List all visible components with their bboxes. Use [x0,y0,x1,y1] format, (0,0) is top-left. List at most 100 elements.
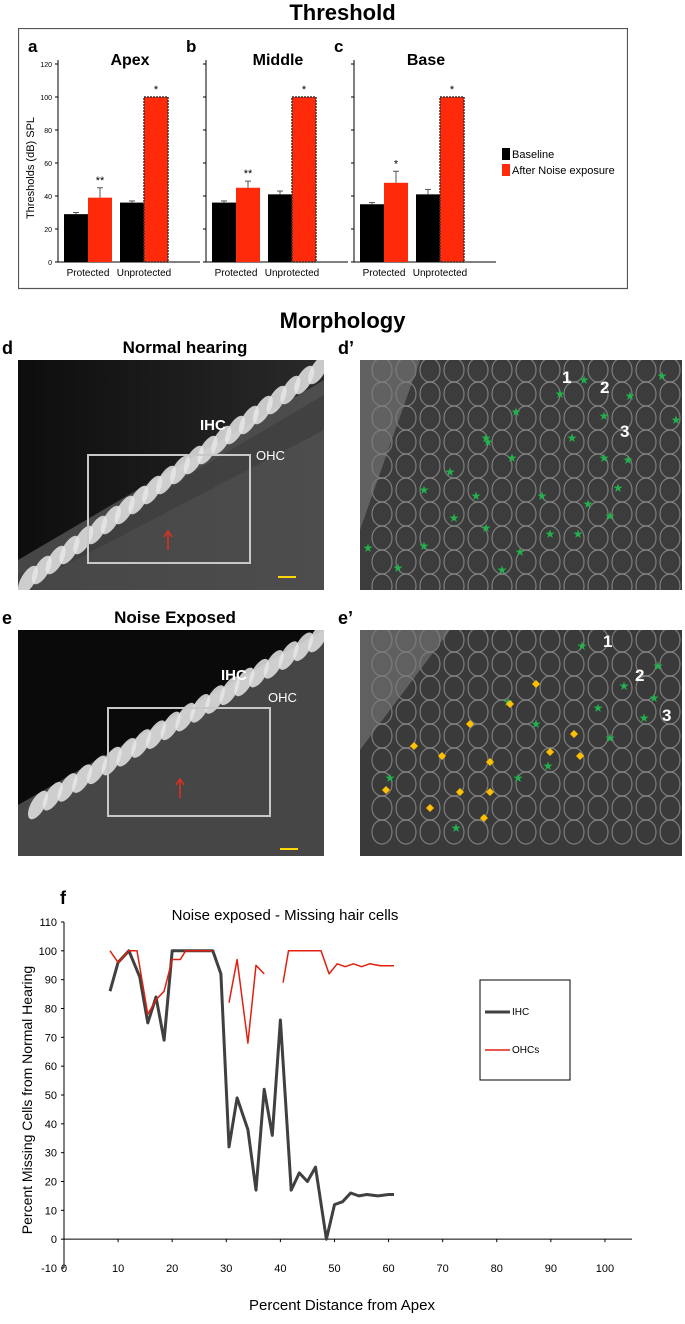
ihc-band [18,360,324,590]
category-label: Unprotected [117,268,171,279]
row-label-3: 3 [662,706,671,725]
panel-letter-d: d [2,338,13,358]
star-marker: ★ [393,561,404,575]
cell-outline [443,819,465,845]
series-line-ohcs [228,958,265,1044]
micrograph-normal-hearing: IHC OHC [18,360,324,590]
ytick-label: 110 [39,917,57,929]
xtick-label: 60 [382,1263,394,1275]
row-label-3: 3 [620,422,629,441]
ytick-label: 60 [44,161,52,168]
ytick-label: 100 [40,95,52,102]
star-marker: ★ [579,373,590,387]
diamond-marker [410,742,418,750]
bar [143,96,169,263]
cell-texture [371,630,681,845]
cell-outline [443,573,465,590]
xtick-label: 0 [61,1263,67,1275]
diamond-marker [456,788,464,796]
diamond-marker [506,700,514,708]
red-arrow [163,529,173,550]
micrograph-normal-zoom: ★ ★ ★ ★ ★ ★ ★ ★ ★ ★ ★ ★ ★ ★ ★ ★ ★ ★ ★ ★ ★ ★ ★ ★ ★ ★ ★ ★ ★ 1 2 3 [360,360,682,590]
star-diamond-markers: ★★★★★★★★★★★★★ [382,639,663,835]
ytick-label: 90 [45,975,57,987]
bar [64,214,88,262]
series-line-ohcs [282,950,394,983]
hair-cell [42,781,63,811]
bar [416,194,440,262]
chart-title: Noise exposed - Missing hair cells [172,907,399,924]
ytick-label: 0 [51,1234,57,1246]
bar [120,202,144,262]
star-marker: ★ [577,639,588,653]
diamond-marker [532,680,540,688]
cell-outline [491,819,513,845]
star-marker: ★ [671,413,682,427]
cell-outline [395,819,417,845]
star-marker: ★ [593,701,604,715]
cell-outline [563,819,585,845]
diamond-marker [426,804,434,812]
panel-letter-e: e [2,608,13,628]
significance-marker: * [154,84,159,96]
diamond-marker [382,786,390,794]
significance-marker: * [394,158,399,170]
star-marker: ★ [481,521,492,535]
diamond-marker [466,720,474,728]
ytick-label: 60 [45,1061,57,1073]
cell-outline [395,573,417,590]
scale-bar [278,576,296,578]
threshold-yticks: 0 20 40 60 80 100 120 [40,62,52,267]
hair-cell [131,729,152,758]
row-label-1: 1 [562,368,571,387]
star-marker: ★ [451,821,462,835]
star-marker: ★ [481,431,492,445]
star-marker: ★ [507,451,518,465]
cell-outline [491,573,513,590]
star-marker: ★ [511,405,522,419]
diamond-marker [486,758,494,766]
category-label: Protected [215,268,258,279]
row-label-2: 2 [635,666,644,685]
ytick-label: 10 [45,1205,57,1217]
diamond-marker [576,752,584,760]
ytick-label: 120 [40,62,52,69]
cell-outline [467,819,489,845]
xtick-label: 40 [274,1263,286,1275]
xtick-label: 10 [112,1263,124,1275]
hair-cell [160,711,181,741]
legend-box [479,979,571,1081]
row-label-2: 2 [600,378,609,397]
star-marker: ★ [483,435,494,449]
ytick-label: 0 [48,260,52,267]
chart-xlabel: Percent Distance from Apex [249,1297,435,1314]
chart-axes: -10 0 10 20 30 40 50 60 70 80 90 100 110 0 10 20 30 40 50 6… [39,917,632,1275]
legend-label-ohcs: OHCs [512,1045,539,1056]
star-marker: ★ [619,679,630,693]
cell-outline [419,573,441,590]
bar [88,197,112,262]
cell-outline [659,573,681,590]
xtick-label: 80 [491,1263,503,1275]
panel-letter: b [186,37,196,56]
row-label-1: 1 [603,632,612,651]
hair-cell [57,773,78,802]
hair-cell [27,790,49,820]
micrograph-noise-zoom: ★★★★★★★★★★★★★ 1 2 3 [360,630,682,856]
ytick-label: 50 [45,1090,57,1102]
star-marker: ★ [613,481,624,495]
star-marker: ★ [513,771,524,785]
star-marker: ★ [515,545,526,559]
bar [268,194,292,262]
cell-outline [587,573,609,590]
cell-outline [611,573,633,590]
hair-cell [72,764,93,793]
threshold-figure: Thresholds (dB) SPL 0 20 40 60 80 100 120 a Ape… [18,28,628,290]
red-arrow [175,777,185,798]
hair-cell [204,685,225,714]
star-marker: ★ [623,453,634,467]
xtick-label: 30 [220,1263,232,1275]
ihc-label: IHC [221,667,247,684]
threshold-title: Threshold [289,0,396,25]
panel-title-normal-hearing: Normal hearing [122,338,248,357]
